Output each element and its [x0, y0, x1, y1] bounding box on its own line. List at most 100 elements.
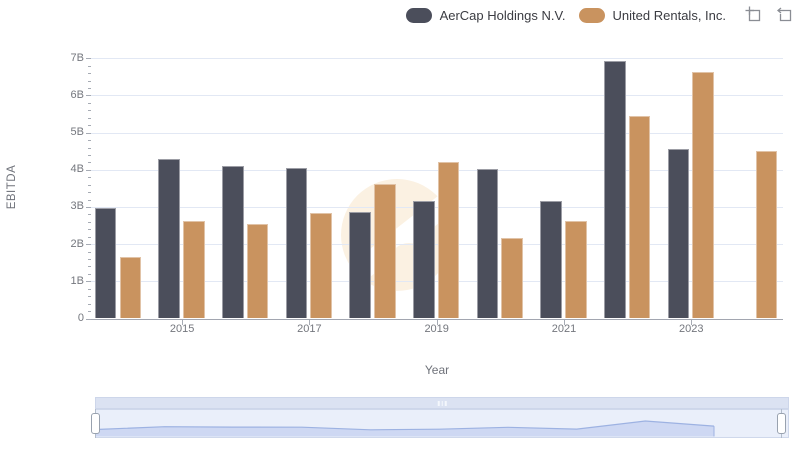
scrollbar-grip-icon[interactable] — [437, 401, 447, 406]
y-gridline — [90, 281, 783, 283]
y-minor-tick — [88, 259, 91, 261]
zoom-selection-icon — [745, 6, 761, 22]
bar-aercap-2015[interactable] — [158, 158, 181, 319]
navigator-right-handle[interactable] — [777, 413, 786, 434]
x-tick-label: 2019 — [424, 322, 449, 335]
y-minor-tick — [88, 236, 91, 238]
bar-united-rentals-2022[interactable] — [628, 115, 651, 319]
y-minor-tick — [88, 147, 91, 149]
x-tick — [309, 319, 311, 325]
y-gridline — [90, 169, 783, 171]
y-minor-tick — [88, 177, 91, 179]
y-major-tick — [86, 58, 91, 60]
y-minor-tick — [88, 80, 91, 82]
bar-united-rentals-2014[interactable] — [119, 257, 142, 319]
x-tick-label: 2023 — [679, 322, 704, 335]
bar-united-rentals-2015[interactable] — [183, 220, 205, 319]
legend-label: AerCap Holdings N.V. — [439, 7, 566, 23]
y-tick-label: 6B — [70, 88, 84, 101]
y-tick-label: 7B — [70, 51, 84, 64]
y-minor-tick — [88, 199, 91, 201]
legend-item-aercap[interactable]: AerCap Holdings N.V. — [405, 7, 566, 23]
navigator-area-fill — [96, 421, 714, 437]
series-swatch-aercap — [405, 7, 432, 23]
y-major-tick — [86, 281, 91, 283]
x-tick — [563, 319, 565, 325]
x-tick — [436, 319, 438, 325]
y-minor-tick — [88, 73, 91, 75]
y-major-tick — [86, 95, 91, 97]
y-axis-title: EBITDA — [6, 164, 18, 210]
x-tick — [182, 319, 184, 325]
bar-united-rentals-2018[interactable] — [374, 183, 396, 319]
y-minor-tick — [88, 192, 91, 194]
y-tick-label: 0 — [77, 312, 84, 324]
bar-aercap-2017[interactable] — [285, 167, 308, 319]
y-gridline — [90, 244, 783, 246]
bar-united-rentals-2017[interactable] — [310, 213, 332, 319]
y-gridline — [90, 132, 783, 134]
x-tick — [691, 319, 693, 325]
y-major-tick — [86, 244, 91, 246]
legend: AerCap Holdings N.V. United Rentals, Inc… — [0, 5, 794, 25]
bar-aercap-2014[interactable] — [94, 207, 117, 319]
bar-united-rentals-2023[interactable] — [692, 72, 714, 319]
y-minor-tick — [88, 273, 91, 275]
y-minor-tick — [88, 140, 91, 142]
y-tick-label: 4B — [70, 163, 84, 176]
y-major-tick — [86, 132, 91, 134]
navigator-pane[interactable] — [95, 409, 789, 438]
y-minor-tick — [88, 184, 91, 186]
navigator-area-chart — [96, 420, 715, 437]
y-minor-tick — [88, 266, 91, 268]
y-minor-tick — [88, 125, 91, 127]
navigator-scrollbar[interactable] — [95, 397, 789, 409]
y-major-tick — [86, 318, 91, 320]
y-minor-tick — [88, 296, 91, 298]
bar-aercap-2021[interactable] — [540, 200, 562, 319]
bar-aercap-2019[interactable] — [413, 201, 435, 319]
y-minor-tick — [88, 229, 91, 231]
bar-aercap-2018[interactable] — [349, 211, 371, 319]
reset-zoom-button[interactable] — [776, 6, 794, 24]
x-axis-line — [90, 318, 783, 320]
y-gridline — [90, 58, 783, 60]
bar-united-rentals-2020[interactable] — [501, 237, 523, 319]
bar-aercap-2016[interactable] — [222, 166, 244, 319]
legend-item-united-rentals[interactable]: United Rentals, Inc. — [578, 7, 726, 23]
bar-united-rentals-2019[interactable] — [437, 162, 460, 319]
range-navigator — [91, 397, 789, 439]
x-tick-label: 2021 — [551, 322, 577, 335]
y-minor-tick — [88, 117, 91, 119]
y-gridline — [90, 206, 783, 208]
bar-aercap-2023[interactable] — [667, 149, 690, 319]
navigator-left-handle[interactable] — [91, 413, 100, 434]
x-axis-title: Year — [424, 363, 450, 377]
y-minor-tick — [88, 221, 91, 223]
y-minor-tick — [88, 65, 91, 67]
y-gridline — [90, 95, 783, 97]
series-swatch-united-rentals — [578, 7, 605, 23]
y-minor-tick — [88, 288, 91, 290]
y-minor-tick — [88, 110, 91, 112]
bar-united-rentals-2024[interactable] — [755, 151, 778, 319]
y-minor-tick — [88, 162, 91, 164]
y-tick-label: 5B — [70, 126, 84, 139]
y-minor-tick — [88, 303, 91, 305]
navigator-area-line — [96, 420, 715, 431]
legend-label: United Rentals, Inc. — [612, 7, 726, 23]
chart-toolbar — [745, 6, 794, 24]
y-minor-tick — [88, 154, 91, 156]
y-minor-tick — [88, 102, 91, 104]
bar-united-rentals-2021[interactable] — [564, 221, 587, 319]
y-minor-tick — [88, 88, 91, 90]
bar-united-rentals-2016[interactable] — [246, 223, 269, 319]
bar-aercap-2022[interactable] — [603, 61, 626, 319]
zoom-selection-button[interactable] — [745, 6, 763, 24]
y-major-tick — [86, 206, 91, 208]
x-tick-label: 2015 — [169, 322, 195, 335]
y-minor-tick — [88, 311, 91, 313]
bar-aercap-2020[interactable] — [476, 168, 499, 319]
